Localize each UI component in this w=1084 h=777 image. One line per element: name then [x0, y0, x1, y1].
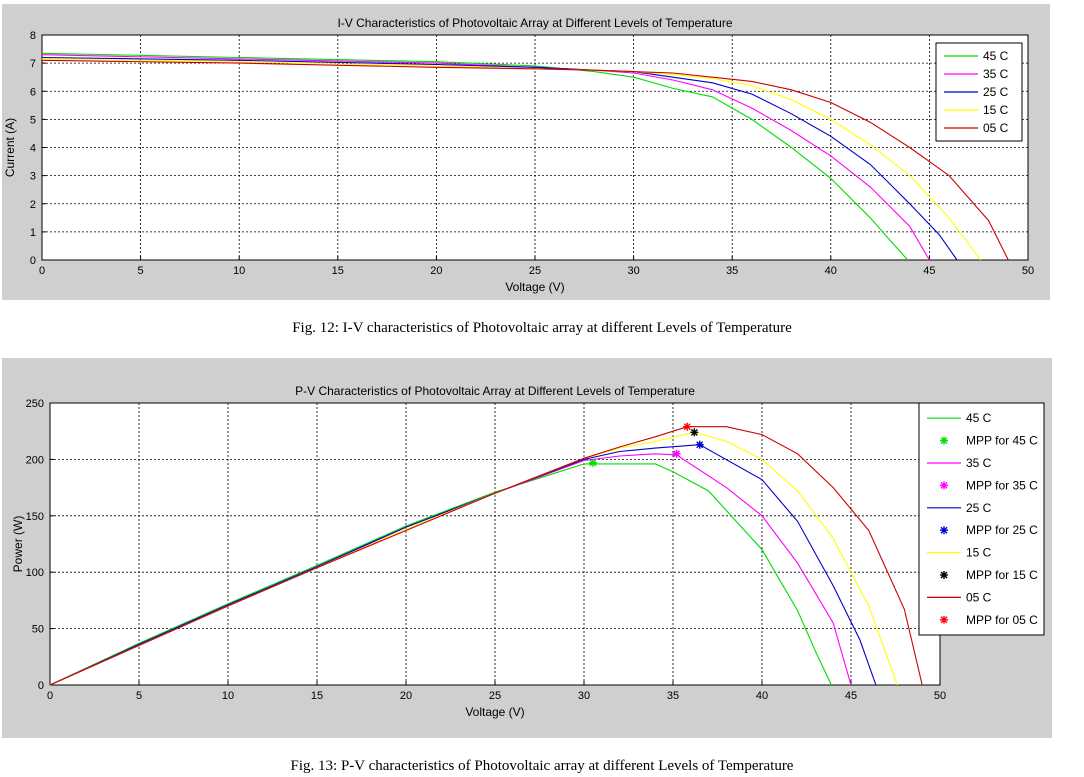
legend-entry: 05 C [966, 590, 992, 604]
x-tick-label: 5 [138, 265, 144, 277]
legend-entry: 45 C [983, 49, 1009, 63]
x-tick-label: 50 [934, 690, 946, 702]
mpp-star-marker [672, 449, 681, 458]
legend-entry: MPP for 25 C [966, 523, 1038, 537]
y-tick-label: 50 [32, 624, 44, 636]
series-line [49, 463, 832, 686]
x-tick-label: 10 [222, 690, 234, 702]
pv-chart: 0 5 10 15 20 25 30 35 40 45 50 0 50 100 150 200 250 P-V C… [11, 384, 1045, 719]
series-line [41, 59, 1009, 261]
series-line [41, 52, 909, 261]
x-tick-label: 45 [923, 265, 935, 277]
y-tick-label: 7 [30, 58, 36, 70]
x-tick-label: 10 [233, 265, 245, 277]
x-axis-label: Voltage (V) [505, 280, 564, 294]
y-axis-label: Current (A) [3, 118, 17, 177]
x-tick-label: 50 [1022, 265, 1034, 277]
legend-entry: 25 C [983, 85, 1009, 99]
x-tick-label: 25 [529, 265, 541, 277]
x-tick-label: 40 [825, 265, 837, 277]
pv-figure-caption: Fig. 13: P-V characteristics of Photovol… [290, 758, 794, 774]
chart-title: P-V Characteristics of Photovoltaic Arra… [295, 384, 695, 398]
series-line [41, 54, 930, 261]
series-line [49, 444, 877, 686]
iv-figure-caption: Fig. 12: I-V characteristics of Photovol… [292, 320, 792, 336]
y-tick-label: 100 [26, 567, 44, 579]
legend-entry: 25 C [966, 501, 992, 515]
x-axis-label: Voltage (V) [465, 705, 524, 719]
y-tick-label: 3 [30, 171, 36, 183]
pv-figure-panel: 0 5 10 15 20 25 30 35 40 45 50 0 50 100 150 200 250 P-V C… [2, 358, 1052, 738]
series-line [49, 426, 923, 686]
x-tick-label: 0 [47, 690, 53, 702]
x-tick-label: 25 [489, 690, 501, 702]
y-tick-label: 5 [30, 114, 36, 126]
x-tick-label: 15 [311, 690, 323, 702]
y-tick-label: 4 [30, 143, 36, 155]
y-tick-label: 250 [26, 398, 44, 410]
series-line [41, 56, 958, 261]
y-tick-label: 6 [30, 86, 36, 98]
legend: 45 C 35 C 25 C 15 C 05 C [935, 42, 1023, 142]
legend-entry: 35 C [983, 67, 1009, 81]
y-tick-label: 8 [30, 30, 36, 42]
x-tick-label: 30 [578, 690, 590, 702]
mpp-star-marker [683, 422, 692, 431]
x-tick-label: 30 [627, 265, 639, 277]
legend-entry: 05 C [983, 121, 1009, 135]
legend-marker [940, 436, 948, 445]
x-tick-label: 35 [667, 690, 679, 702]
x-tick-label: 45 [845, 690, 857, 702]
legend: 45 C MPP for 45 C 35 C MPP for 35 C 25 C MPP … [918, 402, 1045, 636]
legend-marker [940, 615, 948, 624]
y-tick-label: 0 [38, 680, 44, 692]
mpp-star-marker [695, 440, 704, 449]
legend-marker [940, 526, 948, 535]
x-tick-label: 5 [136, 690, 142, 702]
y-tick-label: 2 [30, 199, 36, 211]
legend-entry: 15 C [983, 103, 1009, 117]
x-tick-label: 0 [39, 265, 45, 277]
y-axis-label: Power (W) [11, 516, 25, 573]
x-tick-label: 35 [726, 265, 738, 277]
y-tick-label: 200 [26, 454, 44, 466]
x-tick-label: 20 [400, 690, 412, 702]
x-tick-label: 40 [756, 690, 768, 702]
legend-entry: 45 C [966, 411, 992, 425]
legend-marker [940, 481, 948, 490]
legend-entry: MPP for 45 C [966, 434, 1038, 448]
mpp-star-marker [690, 428, 699, 437]
chart-title: I-V Characteristics of Photovoltaic Arra… [337, 16, 732, 30]
legend-entry: MPP for 35 C [966, 478, 1038, 492]
y-tick-label: 0 [30, 255, 36, 267]
legend-entry: 35 C [966, 456, 992, 470]
legend-entry: MPP for 15 C [966, 568, 1038, 582]
iv-figure-panel: 0 5 10 15 20 25 30 35 40 45 50 0 1 2 3 4 5 6 7 8 I-V Charact… [2, 4, 1050, 300]
x-tick-label: 15 [332, 265, 344, 277]
legend-entry: 15 C [966, 546, 992, 560]
legend-entry: MPP for 05 C [966, 613, 1038, 627]
legend-marker [940, 571, 948, 579]
y-tick-label: 150 [26, 511, 44, 523]
mpp-star-marker [588, 458, 597, 467]
series-line [41, 58, 982, 261]
x-tick-label: 20 [430, 265, 442, 277]
y-tick-label: 1 [30, 227, 36, 239]
